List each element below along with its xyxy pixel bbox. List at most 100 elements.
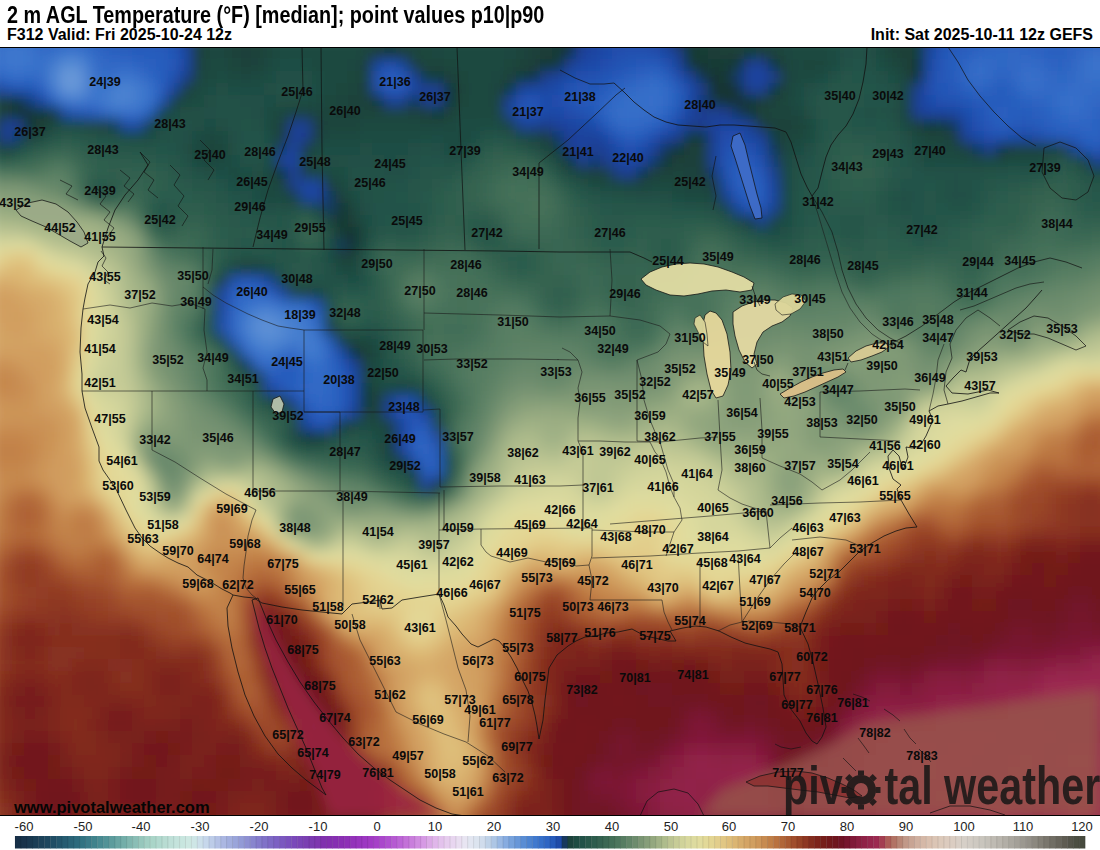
svg-text:31|42: 31|42 <box>802 195 833 209</box>
svg-text:32|50: 32|50 <box>846 413 877 427</box>
svg-text:24|45: 24|45 <box>374 157 405 171</box>
svg-text:-20: -20 <box>250 819 269 834</box>
svg-text:53|60: 53|60 <box>102 479 133 493</box>
svg-text:25|45: 25|45 <box>391 214 422 228</box>
svg-text:39|58: 39|58 <box>469 471 500 485</box>
svg-text:28|46: 28|46 <box>456 286 487 300</box>
svg-text:40: 40 <box>605 819 619 834</box>
svg-text:22|50: 22|50 <box>367 366 398 380</box>
svg-text:55|63: 55|63 <box>127 532 158 546</box>
svg-text:59|69: 59|69 <box>216 502 247 516</box>
svg-text:38|53: 38|53 <box>806 416 837 430</box>
svg-text:35|49: 35|49 <box>714 366 745 380</box>
svg-text:46|63: 46|63 <box>792 521 823 535</box>
svg-text:42|66: 42|66 <box>544 503 575 517</box>
svg-text:27|39: 27|39 <box>449 144 480 158</box>
svg-text:25|44: 25|44 <box>652 254 683 268</box>
svg-text:29|55: 29|55 <box>294 221 325 235</box>
svg-text:34|51: 34|51 <box>227 372 258 386</box>
svg-text:36|59: 36|59 <box>634 409 665 423</box>
svg-text:39|57: 39|57 <box>418 538 449 552</box>
svg-text:41|54: 41|54 <box>84 342 115 356</box>
svg-text:59|68: 59|68 <box>229 537 260 551</box>
svg-text:43|68: 43|68 <box>600 530 631 544</box>
svg-text:33|49: 33|49 <box>739 293 770 307</box>
svg-text:36|59: 36|59 <box>734 443 765 457</box>
svg-text:51|61: 51|61 <box>452 785 483 799</box>
svg-text:49|61: 49|61 <box>909 413 940 427</box>
svg-text:74|81: 74|81 <box>677 668 708 682</box>
svg-text:56|73: 56|73 <box>462 654 493 668</box>
svg-text:76|81: 76|81 <box>362 766 393 780</box>
svg-text:26|40: 26|40 <box>236 285 267 299</box>
svg-text:22|40: 22|40 <box>612 151 643 165</box>
svg-text:58|71: 58|71 <box>784 621 815 635</box>
svg-text:46|67: 46|67 <box>469 578 500 592</box>
svg-text:33|42: 33|42 <box>139 433 170 447</box>
svg-text:51|58: 51|58 <box>147 518 178 532</box>
svg-text:30|53: 30|53 <box>416 342 447 356</box>
svg-text:60|72: 60|72 <box>796 650 827 664</box>
svg-text:44|52: 44|52 <box>44 221 75 235</box>
svg-text:tal weather: tal weather <box>884 756 1100 815</box>
svg-text:28|47: 28|47 <box>329 445 360 459</box>
svg-text:36|54: 36|54 <box>726 406 757 420</box>
svg-text:42|53: 42|53 <box>784 395 815 409</box>
svg-text:43|70: 43|70 <box>647 581 678 595</box>
svg-text:39|50: 39|50 <box>866 359 897 373</box>
svg-text:33|53: 33|53 <box>540 365 571 379</box>
svg-text:32|49: 32|49 <box>597 342 628 356</box>
svg-text:36|49: 36|49 <box>914 371 945 385</box>
svg-text:35|50: 35|50 <box>884 400 915 414</box>
svg-text:34|50: 34|50 <box>584 324 615 338</box>
svg-text:43|51: 43|51 <box>817 350 848 364</box>
svg-text:46|73: 46|73 <box>597 600 628 614</box>
svg-text:49|57: 49|57 <box>392 749 423 763</box>
svg-text:52|71: 52|71 <box>809 567 840 581</box>
svg-text:34|49: 34|49 <box>256 228 287 242</box>
svg-text:55|65: 55|65 <box>284 583 315 597</box>
svg-text:38|50: 38|50 <box>812 327 843 341</box>
svg-text:53|71: 53|71 <box>849 542 880 556</box>
svg-text:45|68: 45|68 <box>696 556 727 570</box>
svg-text:43|52: 43|52 <box>0 196 31 210</box>
svg-text:51|69: 51|69 <box>739 595 770 609</box>
svg-text:35|46: 35|46 <box>202 431 233 445</box>
svg-text:90: 90 <box>899 819 913 834</box>
svg-text:68|75: 68|75 <box>287 643 318 657</box>
svg-text:65|74: 65|74 <box>297 746 328 760</box>
svg-text:38|48: 38|48 <box>279 521 310 535</box>
svg-text:29|43: 29|43 <box>872 147 903 161</box>
svg-text:44|69: 44|69 <box>496 546 527 560</box>
svg-text:34|49: 34|49 <box>512 165 543 179</box>
svg-text:40|65: 40|65 <box>634 453 665 467</box>
svg-text:52|62: 52|62 <box>362 593 393 607</box>
svg-text:29|46: 29|46 <box>609 287 640 301</box>
svg-text:55|63: 55|63 <box>369 654 400 668</box>
svg-text:26|37: 26|37 <box>419 90 450 104</box>
svg-text:52|69: 52|69 <box>741 619 772 633</box>
svg-text:26|49: 26|49 <box>384 432 415 446</box>
svg-text:27|50: 27|50 <box>404 284 435 298</box>
svg-text:67|74: 67|74 <box>319 711 350 725</box>
svg-text:27|42: 27|42 <box>906 223 937 237</box>
svg-text:40|55: 40|55 <box>762 377 793 391</box>
svg-text:30|48: 30|48 <box>281 272 312 286</box>
svg-text:69|77: 69|77 <box>501 740 532 754</box>
svg-text:27|42: 27|42 <box>471 226 502 240</box>
svg-text:-40: -40 <box>132 819 151 834</box>
svg-text:46|61: 46|61 <box>882 459 913 473</box>
svg-text:47|67: 47|67 <box>749 573 780 587</box>
svg-text:25|42: 25|42 <box>144 213 175 227</box>
svg-text:45|72: 45|72 <box>577 574 608 588</box>
svg-text:21|36: 21|36 <box>379 75 410 89</box>
svg-text:60: 60 <box>722 819 736 834</box>
svg-text:38|62: 38|62 <box>644 430 675 444</box>
svg-text:61|77: 61|77 <box>479 716 510 730</box>
svg-text:57|75: 57|75 <box>639 629 670 643</box>
svg-text:58|77: 58|77 <box>546 631 577 645</box>
svg-text:28|46: 28|46 <box>450 258 481 272</box>
svg-text:55|65: 55|65 <box>879 489 910 503</box>
svg-text:70: 70 <box>781 819 795 834</box>
svg-text:100: 100 <box>953 819 975 834</box>
